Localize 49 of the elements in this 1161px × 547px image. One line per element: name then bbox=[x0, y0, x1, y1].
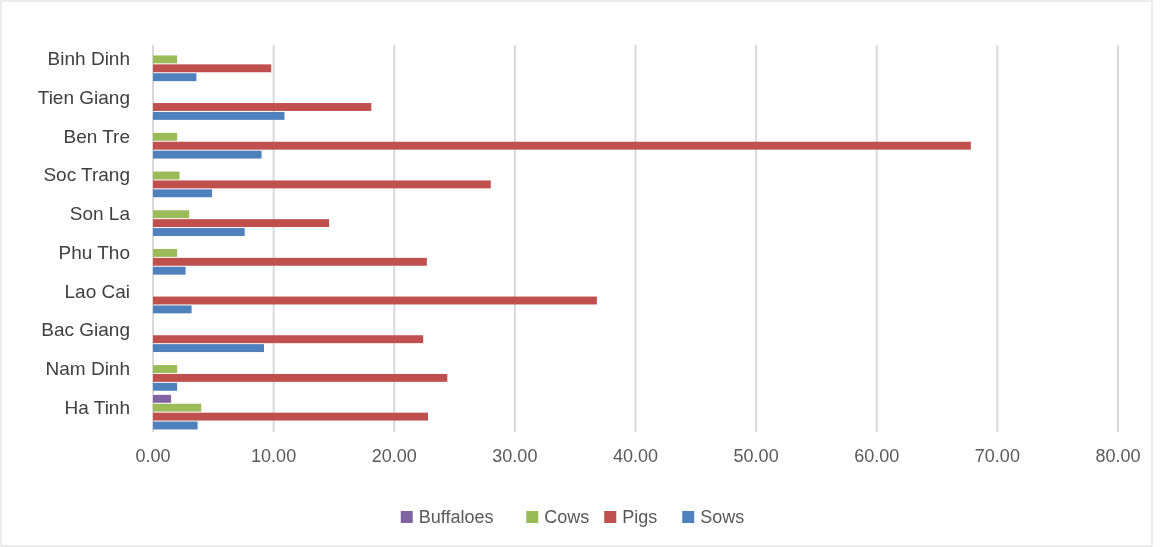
bar bbox=[153, 305, 192, 314]
y-tick-label: Binh Dinh bbox=[47, 48, 130, 70]
bar bbox=[153, 189, 213, 198]
legend-label: Cows bbox=[544, 507, 590, 527]
y-tick-label: Nam Dinh bbox=[45, 357, 130, 379]
bar bbox=[153, 373, 448, 382]
y-tick-label: Soc Trang bbox=[43, 164, 130, 186]
bar bbox=[153, 111, 285, 120]
bar bbox=[153, 403, 202, 412]
x-tick-label: 30.00 bbox=[492, 446, 538, 466]
y-tick-label: Lao Cai bbox=[64, 280, 130, 302]
x-tick-label: 50.00 bbox=[733, 446, 779, 466]
legend-label: Sows bbox=[700, 507, 745, 527]
x-tick-label: 20.00 bbox=[371, 446, 417, 466]
bar bbox=[153, 171, 180, 180]
x-tick-label: 80.00 bbox=[1095, 446, 1141, 466]
x-tick-label: 10.00 bbox=[251, 446, 297, 466]
bar bbox=[153, 141, 971, 150]
bar bbox=[153, 248, 178, 257]
bar bbox=[153, 344, 264, 353]
bar bbox=[153, 180, 491, 189]
legend-label: Pigs bbox=[622, 507, 658, 527]
x-tick-label: 0.00 bbox=[135, 446, 171, 466]
x-tick-label: 70.00 bbox=[974, 446, 1020, 466]
bar bbox=[153, 266, 186, 275]
bar bbox=[153, 412, 429, 421]
y-tick-label: Bac Giang bbox=[41, 319, 130, 341]
bar bbox=[153, 132, 178, 141]
bar bbox=[153, 219, 330, 228]
y-tick-label: Son La bbox=[69, 203, 131, 225]
y-tick-label: Ben Tre bbox=[63, 125, 130, 147]
x-tick-label: 60.00 bbox=[854, 446, 900, 466]
bar bbox=[153, 73, 197, 82]
legend-label: Buffaloes bbox=[418, 507, 494, 527]
bar bbox=[153, 257, 427, 266]
bar bbox=[153, 55, 178, 64]
x-tick-label: 40.00 bbox=[612, 446, 659, 466]
bar bbox=[153, 103, 372, 111]
bar bbox=[153, 365, 178, 373]
bar bbox=[153, 150, 262, 159]
bar bbox=[153, 64, 272, 73]
y-tick-label: Tien Giang bbox=[37, 87, 130, 109]
bar bbox=[153, 228, 245, 236]
bar bbox=[153, 335, 424, 344]
bar bbox=[153, 382, 178, 391]
bar bbox=[153, 394, 172, 403]
y-tick-label: Phu Tho bbox=[58, 241, 130, 263]
bar bbox=[153, 210, 190, 219]
y-tick-label: Ha Tinh bbox=[64, 396, 130, 418]
